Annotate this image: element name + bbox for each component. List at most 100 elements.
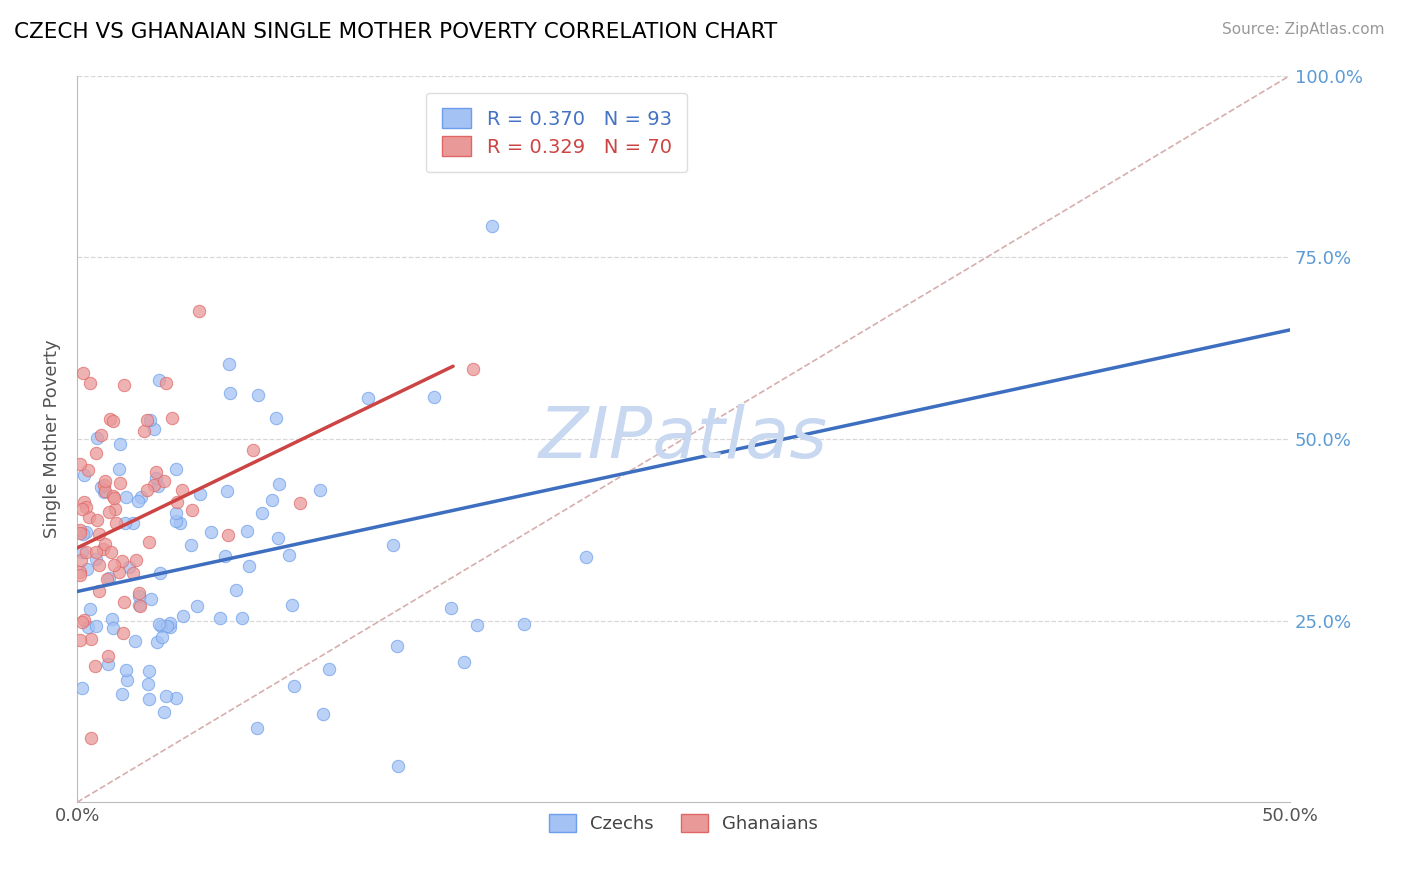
Point xyxy=(188,487,211,501)
Point xyxy=(101,621,124,635)
Point xyxy=(156,619,179,633)
Point xyxy=(69,458,91,472)
Point xyxy=(87,583,110,598)
Point xyxy=(136,483,159,497)
Point xyxy=(575,549,598,564)
Point xyxy=(86,513,108,527)
Point xyxy=(453,655,475,669)
Point xyxy=(104,516,127,530)
Point xyxy=(86,431,108,445)
Point xyxy=(218,357,240,371)
Point xyxy=(150,619,173,633)
Point xyxy=(75,544,97,558)
Point xyxy=(111,626,134,640)
Point xyxy=(77,463,100,477)
Point xyxy=(97,649,120,664)
Point xyxy=(91,541,114,556)
Point xyxy=(103,558,125,572)
Point xyxy=(70,615,93,629)
Point xyxy=(214,549,236,563)
Point xyxy=(463,362,485,376)
Point xyxy=(76,562,98,576)
Point xyxy=(112,377,135,392)
Point xyxy=(136,677,159,691)
Point xyxy=(93,478,115,492)
Point xyxy=(264,410,287,425)
Point xyxy=(288,496,311,510)
Point xyxy=(87,527,110,541)
Point xyxy=(312,707,335,722)
Point xyxy=(122,516,145,530)
Text: ZIPatlas: ZIPatlas xyxy=(538,404,828,474)
Point xyxy=(281,598,304,612)
Point xyxy=(90,428,112,442)
Point xyxy=(166,495,188,509)
Point xyxy=(231,611,253,625)
Point xyxy=(98,571,121,585)
Point xyxy=(90,480,112,494)
Point xyxy=(70,545,93,559)
Point xyxy=(117,673,139,688)
Point xyxy=(93,474,115,488)
Point xyxy=(73,613,96,627)
Point xyxy=(252,506,274,520)
Point xyxy=(107,462,129,476)
Point xyxy=(138,535,160,549)
Point xyxy=(267,531,290,545)
Point xyxy=(97,657,120,671)
Point xyxy=(309,483,332,498)
Point xyxy=(278,548,301,562)
Point xyxy=(69,525,91,540)
Point xyxy=(128,598,150,612)
Point xyxy=(186,599,208,613)
Point xyxy=(94,483,117,498)
Point xyxy=(69,567,91,582)
Point xyxy=(385,640,408,654)
Point xyxy=(172,608,194,623)
Point xyxy=(111,554,134,568)
Point xyxy=(152,705,174,719)
Point xyxy=(165,462,187,476)
Point xyxy=(72,527,94,541)
Point xyxy=(246,388,269,402)
Point xyxy=(150,631,173,645)
Point xyxy=(159,616,181,631)
Point xyxy=(114,516,136,530)
Point xyxy=(70,502,93,516)
Point xyxy=(83,658,105,673)
Point xyxy=(242,443,264,458)
Point xyxy=(423,390,446,404)
Point xyxy=(169,516,191,530)
Point xyxy=(96,572,118,586)
Point xyxy=(465,618,488,632)
Point xyxy=(143,422,166,436)
Point xyxy=(72,367,94,381)
Point xyxy=(162,410,184,425)
Point xyxy=(145,471,167,485)
Point xyxy=(101,612,124,626)
Point xyxy=(69,566,91,580)
Point xyxy=(132,424,155,438)
Point xyxy=(136,412,159,426)
Point xyxy=(84,446,107,460)
Point xyxy=(77,510,100,524)
Point xyxy=(142,478,165,492)
Legend: Czechs, Ghanaians: Czechs, Ghanaians xyxy=(538,803,830,844)
Point xyxy=(146,635,169,649)
Point xyxy=(165,514,187,528)
Point xyxy=(187,304,209,318)
Point xyxy=(84,552,107,566)
Point xyxy=(155,689,177,703)
Point xyxy=(141,592,163,607)
Point xyxy=(118,559,141,574)
Point xyxy=(89,558,111,573)
Point xyxy=(225,582,247,597)
Point xyxy=(108,565,131,579)
Point xyxy=(73,467,96,482)
Point xyxy=(110,475,132,490)
Point xyxy=(357,391,380,405)
Point xyxy=(208,611,231,625)
Point xyxy=(100,545,122,559)
Point xyxy=(124,634,146,648)
Point xyxy=(76,620,98,634)
